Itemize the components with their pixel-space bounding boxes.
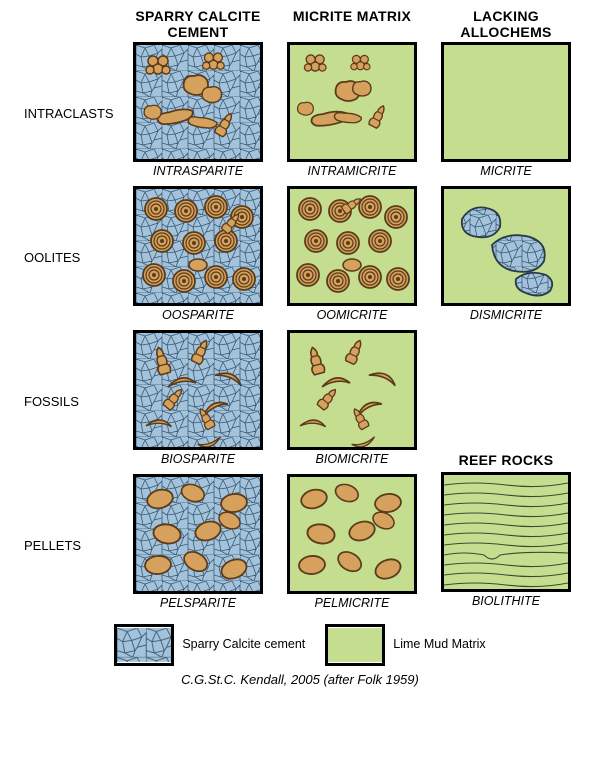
caption-biosparite: BIOSPARITE [161,452,235,466]
caption-dismicrite: DISMICRITE [470,308,542,322]
row-label-oolites: OOLITES [24,250,114,265]
cell-biosparite: BIOSPARITE [128,330,268,472]
col-header-sparry: SPARRY CALCITE CEMENT [128,8,268,40]
cell-dismicrite: DISMICRITE [436,186,576,328]
section-header-reef: REEF ROCKS [459,452,554,468]
caption-intrasparite: INTRASPARITE [153,164,243,178]
folk-classification-chart: SPARRY CALCITE CEMENT MICRITE MATRIX LAC… [0,0,600,691]
caption-biolithite: BIOLITHITE [472,594,540,608]
cell-oomicrite: OOMICRITE [282,186,422,328]
cell-intrasparite: INTRASPARITE [128,42,268,184]
caption-oomicrite: OOMICRITE [317,308,388,322]
cell-pelsparite: PELSPARITE [128,474,268,616]
caption-pelsparite: PELSPARITE [160,596,236,610]
legend-item-sparry: Sparry Calcite cement [114,624,305,666]
legend-label-micrite: Lime Mud Matrix [393,638,485,652]
cell-micrite: MICRITE [436,42,576,184]
legend-item-micrite: Lime Mud Matrix [325,624,485,666]
cell-pelmicrite: PELMICRITE [282,474,422,616]
cell-intramicrite: INTRAMICRITE [282,42,422,184]
cell-biomicrite: BIOMICRITE [282,330,422,472]
col-header-micrite: MICRITE MATRIX [282,8,422,24]
caption-oosparite: OOSPARITE [162,308,234,322]
caption-micrite: MICRITE [480,164,531,178]
caption-pelmicrite: PELMICRITE [314,596,389,610]
classification-grid: SPARRY CALCITE CEMENT MICRITE MATRIX LAC… [8,8,592,616]
col-header-lacking: LACKING ALLOCHEMS [436,8,576,40]
row-label-fossils: FOSSILS [24,394,114,409]
legend: Sparry Calcite cement Lime Mud Matrix [8,624,592,666]
caption-biomicrite: BIOMICRITE [316,452,389,466]
cell-oosparite: OOSPARITE [128,186,268,328]
legend-label-sparry: Sparry Calcite cement [182,638,305,652]
caption-intramicrite: INTRAMICRITE [308,164,397,178]
cell-biolithite: REEF ROCKS BIOLITHITE [436,452,576,614]
row-label-intraclasts: INTRACLASTS [24,106,114,121]
credit-line: C.G.St.C. Kendall, 2005 (after Folk 1959… [8,672,592,687]
row-label-pellets: PELLETS [24,538,114,553]
